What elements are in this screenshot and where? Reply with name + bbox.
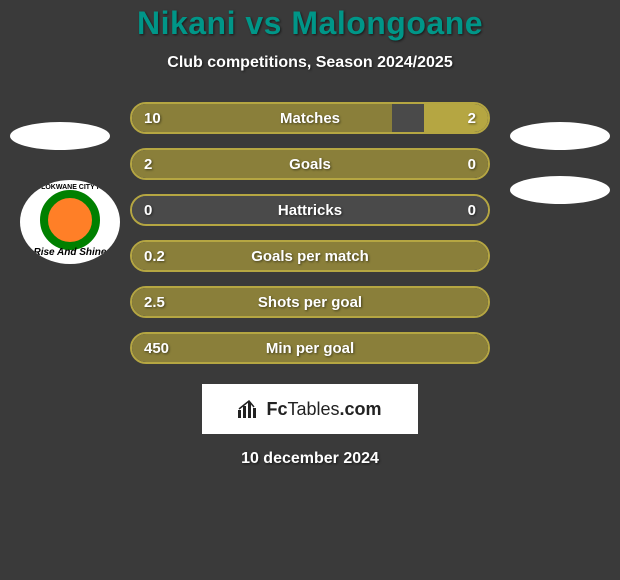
stat-value-right: 0: [468, 156, 476, 173]
stat-row: 450Min per goal: [130, 332, 490, 364]
stat-row: 0Hattricks0: [130, 194, 490, 226]
badge-top-text: POLOKWANE CITY F.C.: [31, 184, 109, 191]
brand-light: Tables: [287, 399, 339, 419]
brand-box[interactable]: FcTables.com: [202, 384, 418, 434]
stat-row: 2.5Shots per goal: [130, 286, 490, 318]
stat-label: Goals per match: [132, 248, 488, 265]
stat-label: Goals: [132, 156, 488, 173]
badge-inner-icon: [40, 190, 100, 250]
player-right-placeholder-1: [510, 122, 610, 150]
comparison-container: Nikani vs Malongoane Club competitions, …: [0, 0, 620, 468]
subtitle: Club competitions, Season 2024/2025: [0, 54, 620, 72]
stat-value-right: 0: [468, 202, 476, 219]
chart-bars-icon: [238, 400, 260, 418]
player-right-placeholder-2: [510, 176, 610, 204]
club-badge-left: POLOKWANE CITY F.C. Rise And Shine: [20, 180, 120, 264]
stat-label: Shots per goal: [132, 294, 488, 311]
brand-bold: Fc: [266, 399, 287, 419]
stat-label: Hattricks: [132, 202, 488, 219]
page-title: Nikani vs Malongoane: [0, 5, 620, 42]
stat-row: 2Goals0: [130, 148, 490, 180]
badge-bottom-text: Rise And Shine: [34, 247, 107, 258]
brand-suffix: .com: [340, 399, 382, 419]
stat-row: 0.2Goals per match: [130, 240, 490, 272]
stat-label: Min per goal: [132, 340, 488, 357]
stat-row: 10Matches2: [130, 102, 490, 134]
brand-text: FcTables.com: [266, 399, 381, 420]
player-left-placeholder-1: [10, 122, 110, 150]
stat-label: Matches: [132, 110, 488, 127]
stat-value-right: 2: [468, 110, 476, 127]
date-text: 10 december 2024: [0, 450, 620, 468]
